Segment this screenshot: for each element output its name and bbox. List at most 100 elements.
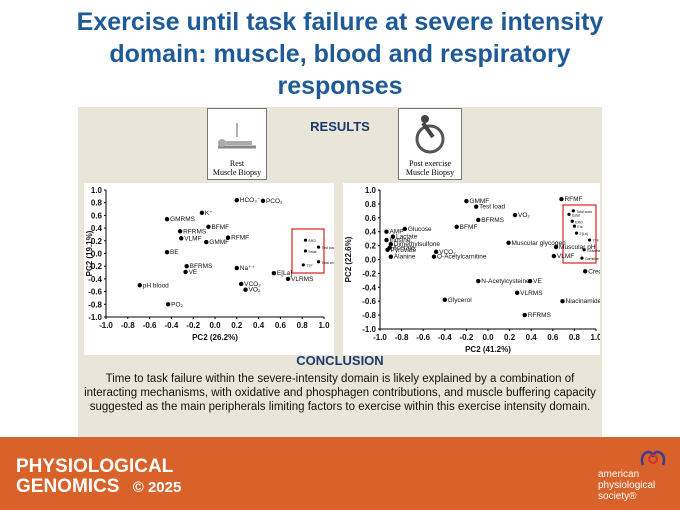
point-label: TTF [593,239,599,243]
x-tick-label: 0.8 [297,321,309,330]
point-label: ERO [575,220,583,224]
x-tick-label: 1.0 [590,333,600,342]
point-label: PCO₂ [266,198,283,205]
point [234,197,239,203]
point [183,269,188,275]
conclusion-label: CONCLUSION [296,353,384,368]
point-label: HCO₃⁻ [240,197,261,204]
icon-caption: Post exercise [409,159,451,168]
x-tick-label: -1.0 [373,333,387,342]
point [303,249,308,253]
chart-panel: -1.0 -0.8 -0.6 -0.4 -0.2 0.0 0.2 0.4 0.6 0.8 1.0 -1… [343,183,645,355]
point-label: VLRMS [291,276,314,283]
point-label: RFMF [231,235,249,242]
point [570,219,574,223]
y-tick-label: -0.2 [88,262,102,271]
x-tick-label: -0.6 [143,321,157,330]
chart: -1.0 -0.8 -0.6 -0.4 -0.2 0.0 0.2 0.4 0.6 0.8 1.0 -1… [344,186,645,354]
y-tick-label: 1.0 [365,186,377,195]
journal-line: PHYSIOLOGICAL [16,456,174,477]
point-label: VE [533,278,542,285]
point-label: VE [189,269,198,276]
y-tick-label: -0.6 [88,288,102,297]
y-tick-label: -1.0 [88,313,102,322]
rest-icon: Rest Muscle Biopsy [207,108,267,180]
point [301,263,305,267]
point-label: AMP [389,229,403,236]
point [454,224,459,230]
y-tick-label: 0.2 [365,242,377,251]
point [388,254,393,259]
point [571,209,575,213]
y-tick-label: -0.2 [362,269,376,278]
x-tick-label: 0.0 [209,321,221,330]
point-label: pH blood [143,282,169,289]
point [164,217,170,222]
point-label: VO₂ [249,287,261,294]
point [567,212,571,216]
x-tick-label: -0.8 [121,321,135,330]
y-tick-label: 1.0 [91,186,103,195]
exercise-icon: Post exercise Muscle Biopsy [398,108,462,180]
x-tick-label: 0.2 [231,321,243,330]
point-label: TTF [306,264,312,268]
copyright: © 2025 [132,479,182,496]
point [285,276,291,282]
y-tick-label: -0.8 [362,311,376,320]
point-label: GMRMS [170,216,196,223]
point-label: Glycerol [448,297,472,304]
point-label: VLMF [557,253,574,260]
highlight-box [291,228,325,274]
rest-drawing [218,123,256,149]
point-label: Estat [308,250,316,254]
x-tick-label: 0.8 [569,333,581,342]
point [559,196,564,202]
conclusion-text: Time to task failure within the severe-i… [84,373,596,413]
point-label: BFMF [460,224,478,231]
point-label: Glutamate [587,249,600,253]
point [553,244,559,250]
y-tick-label: 0.6 [91,211,103,220]
point-label: E[La] [277,270,292,277]
point [522,312,527,318]
x-tick-label: 1.0 [318,321,330,330]
x-tick-label: -0.4 [165,321,179,330]
point [384,229,389,234]
society-name: american physiological society® [598,469,655,502]
society-line: society® [598,491,637,502]
y-tick-label: 0.2 [91,237,103,246]
point-label: GMMF [469,198,489,205]
point-label: Muscular glycogen [512,240,567,247]
point-label: Test load [479,204,505,211]
point-label: VCO₂ [439,249,456,256]
point-label: Creatine phosphate [588,268,600,275]
point-label: K⁺ [205,210,213,217]
chart: -1.0 -0.8 -0.6 -0.4 -0.2 0.0 0.2 0.4 0.6 0.8 1.0 -1… [85,186,338,342]
y-tick-label: 0.6 [365,214,377,223]
point-label: BE [170,249,179,256]
point-label: N-Acetylcysteine [481,278,530,285]
point-label: ERO [308,239,316,243]
x-tick-label: 0.2 [504,333,516,342]
chart-panel: -1.0 -0.8 -0.6 -0.4 -0.2 0.0 0.2 0.4 0.6 0.8 1.0 -1… [84,183,338,355]
results-label: RESULTS [310,119,370,134]
point-label: VO₂ [518,212,530,219]
point-label: O-Acetylcarnitine [437,254,487,261]
point [303,238,308,242]
point-label: Total work [322,261,334,265]
y-tick-label: 0.8 [365,200,377,209]
x-tick-label: 0.0 [482,333,494,342]
point [179,236,184,241]
journal-line: GENOMICS [16,476,120,497]
point [473,204,479,209]
point-label: Acetate [393,245,415,252]
x-tick-label: -0.6 [416,333,430,342]
point [551,253,557,259]
point [464,198,469,204]
y-tick-label: -0.4 [362,283,376,292]
highlight-box [562,204,597,264]
point [582,248,586,252]
point [204,239,209,245]
point-label: Glucose [408,226,432,233]
